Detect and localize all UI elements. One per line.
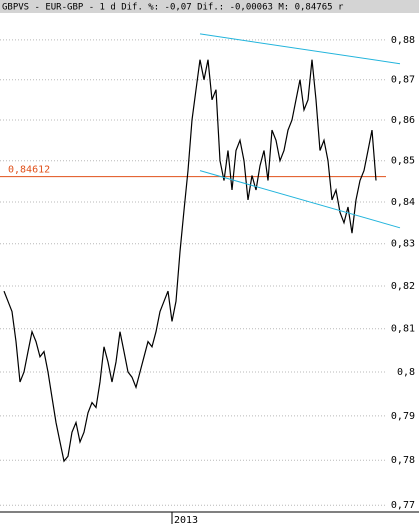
trend-line bbox=[199, 170, 401, 229]
y-tick-label: 0,86 bbox=[391, 115, 415, 126]
y-tick-label: 0,87 bbox=[391, 75, 415, 86]
y-tick-label: 0,88 bbox=[391, 35, 415, 46]
y-tick-label: 0,8 bbox=[397, 367, 415, 378]
y-tick-label: 0,78 bbox=[391, 455, 415, 466]
y-tick-label: 0,81 bbox=[391, 324, 415, 335]
x-tick-label: 2013 bbox=[174, 515, 198, 526]
price-line bbox=[3, 59, 377, 463]
y-tick-label: 0,82 bbox=[391, 281, 415, 292]
y-tick-label: 0,77 bbox=[391, 500, 415, 511]
trend-line bbox=[199, 33, 401, 65]
y-tick-label: 0,83 bbox=[391, 239, 415, 250]
y-tick-label: 0,79 bbox=[391, 411, 415, 422]
header-bar bbox=[0, 0, 419, 13]
y-tick-label: 0,85 bbox=[391, 156, 415, 167]
y-tick-label: 0,84 bbox=[391, 197, 415, 208]
chart-title: GBPVS - EUR-GBP - 1 d Dif. %: -0,07 Dif.… bbox=[2, 3, 344, 13]
reference-label: 0,84612 bbox=[8, 165, 50, 176]
